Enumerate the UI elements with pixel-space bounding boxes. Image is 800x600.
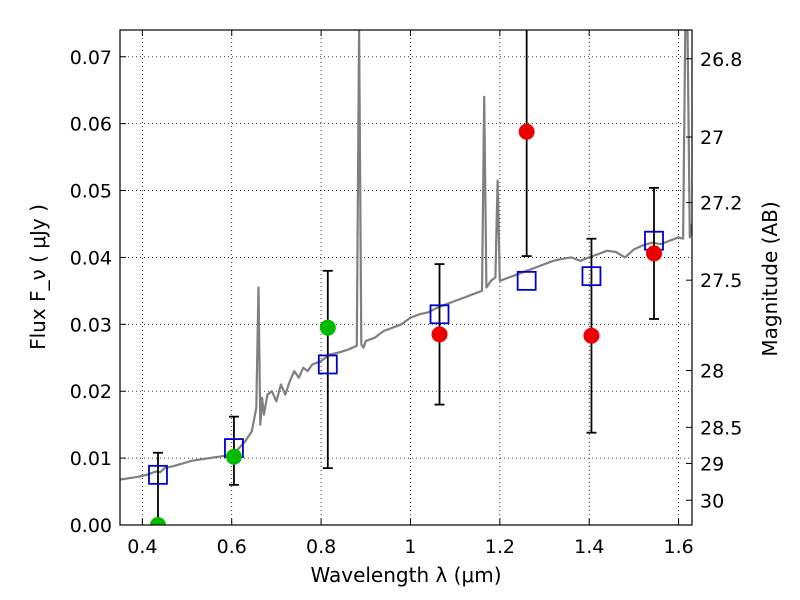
x-axis-label: Wavelength λ (μm) [310, 563, 501, 587]
observed-point [319, 319, 336, 336]
right-tick-label: 27 [700, 127, 724, 149]
right-axis-label: Magnitude (AB) [758, 201, 782, 356]
circle-marker-layer [149, 123, 663, 525]
plot-frame [119, 29, 693, 526]
spectrum-line [120, 30, 692, 481]
right-tick-label: 28 [700, 360, 724, 382]
y-tick-label: 0.05 [70, 181, 112, 203]
y-tick-label: 0.03 [70, 314, 112, 336]
y-axis-label: Flux F_ν ( μJy ) [26, 204, 50, 350]
observed-point [646, 245, 663, 262]
y-tick-label: 0.07 [70, 47, 112, 69]
model-photometry-square [148, 464, 168, 485]
y-tick-label: 0.02 [70, 381, 112, 403]
x-tick-label: 1.4 [574, 536, 604, 558]
right-tick-label: 27.2 [700, 193, 742, 215]
right-tick-label: 27.5 [700, 270, 742, 292]
spectrum-layer [120, 30, 692, 481]
y-tick-label: 0.00 [70, 515, 112, 537]
right-tick-label: 28.5 [700, 417, 742, 439]
x-tick-label: 1.2 [485, 536, 515, 558]
x-tick-label: 1 [404, 536, 416, 558]
model-photometry-square [429, 304, 450, 325]
x-tick-label: 0.4 [127, 536, 157, 558]
observed-point [149, 517, 166, 525]
model-photometry-square [516, 270, 537, 291]
right-tick-label: 26.8 [700, 49, 742, 71]
model-photometry-square [317, 354, 338, 375]
x-tick-label: 1.6 [663, 536, 693, 558]
observed-point [225, 448, 242, 465]
axis-ticks: 0.4 0.6 0.8 1 1.2 1.4 1.6 0.00 0.01 0.02 0.03 0.04 0… [70, 30, 742, 558]
x-tick-label: 0.8 [306, 536, 336, 558]
observed-point [518, 123, 535, 140]
right-tick-label: 29 [700, 453, 724, 475]
observed-point [583, 327, 600, 344]
right-tick-label: 30 [700, 490, 724, 512]
y-tick-label: 0.04 [70, 247, 112, 269]
model-photometry-square [581, 266, 602, 287]
y-tick-label: 0.06 [70, 114, 112, 136]
y-tick-label: 0.01 [70, 448, 112, 470]
x-tick-label: 0.6 [217, 536, 247, 558]
observed-point [431, 326, 448, 343]
